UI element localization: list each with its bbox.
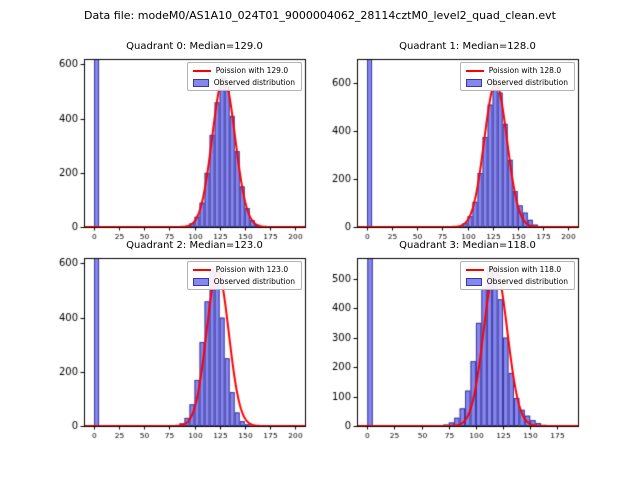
legend-entry-observed: Observed distribution bbox=[192, 78, 295, 87]
legend: Poission with 129.0 Observed distributio… bbox=[186, 62, 302, 91]
legend: Poission with 118.0 Observed distributio… bbox=[459, 261, 575, 290]
legend-entry-observed: Observed distribution bbox=[192, 277, 295, 286]
poisson-line-swatch bbox=[465, 268, 484, 271]
legend-entry-poisson: Poission with 128.0 bbox=[465, 66, 568, 75]
legend: Poission with 128.0 Observed distributio… bbox=[459, 62, 575, 91]
legend-label: Poission with 118.0 bbox=[488, 265, 562, 274]
subplot-quadrant-0: Quadrant 0: Median=129.0 Poission with 1… bbox=[40, 41, 315, 251]
legend-label: Observed distribution bbox=[486, 78, 568, 87]
legend-label: Poission with 123.0 bbox=[215, 265, 289, 274]
subplot-title: Quadrant 1: Median=128.0 bbox=[399, 41, 536, 52]
legend-label: Poission with 129.0 bbox=[215, 66, 289, 75]
subplot-quadrant-2: Quadrant 2: Median=123.0 Poission with 1… bbox=[40, 240, 315, 450]
subplot-title: Quadrant 0: Median=129.0 bbox=[126, 41, 263, 52]
legend-label: Observed distribution bbox=[213, 78, 295, 87]
figure-title: Data file: modeM0/AS1A10_024T01_90000040… bbox=[84, 9, 556, 22]
subplot-title: Quadrant 3: Median=118.0 bbox=[399, 240, 536, 251]
legend-entry-observed: Observed distribution bbox=[465, 277, 568, 286]
observed-patch-swatch bbox=[465, 277, 482, 286]
legend-entry-observed: Observed distribution bbox=[465, 78, 568, 87]
legend-entry-poisson: Poission with 129.0 bbox=[192, 66, 295, 75]
legend-entry-poisson: Poission with 123.0 bbox=[192, 265, 295, 274]
poisson-line-swatch bbox=[192, 69, 211, 72]
subplot-quadrant-3: Quadrant 3: Median=118.0 Poission with 1… bbox=[313, 240, 588, 450]
legend-entry-poisson: Poission with 118.0 bbox=[465, 265, 568, 274]
poisson-line-swatch bbox=[465, 69, 484, 72]
legend-label: Observed distribution bbox=[486, 277, 568, 286]
poisson-line-swatch bbox=[192, 268, 211, 271]
observed-patch-swatch bbox=[192, 78, 209, 87]
observed-patch-swatch bbox=[192, 277, 209, 286]
legend: Poission with 123.0 Observed distributio… bbox=[186, 261, 302, 290]
legend-label: Observed distribution bbox=[213, 277, 295, 286]
subplot-title: Quadrant 2: Median=123.0 bbox=[126, 240, 263, 251]
subplot-quadrant-1: Quadrant 1: Median=128.0 Poission with 1… bbox=[313, 41, 588, 251]
observed-patch-swatch bbox=[465, 78, 482, 87]
legend-label: Poission with 128.0 bbox=[488, 66, 562, 75]
